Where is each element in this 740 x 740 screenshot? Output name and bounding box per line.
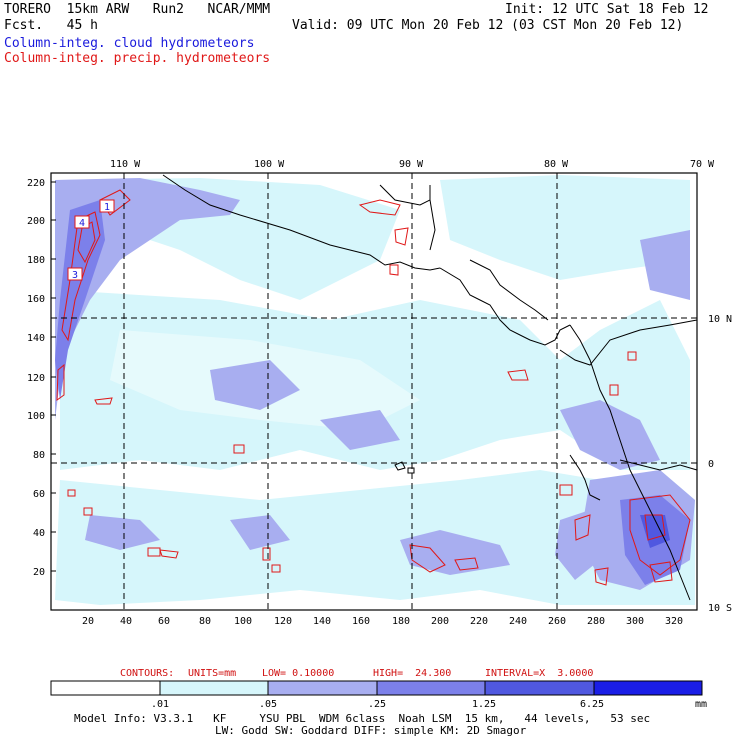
grid-x-260: 260: [548, 616, 567, 627]
model-info: Model Info: V3.3.1 KF YSU PBL WDM 6class…: [74, 712, 651, 725]
contours-interval: INTERVAL=X 3.0000: [485, 668, 594, 679]
colorbar-tick-25: .25: [368, 699, 387, 710]
grid-y-20: 20: [33, 567, 46, 578]
max-value-labels: 1 4 3: [72, 202, 110, 281]
legend-precip: Column-integ. precip. hydrometeors: [4, 51, 271, 66]
precip-contours: [56, 189, 691, 586]
cloud-field: [55, 175, 695, 605]
svg-text:4: 4: [79, 218, 85, 229]
grid-x-200: 200: [431, 616, 450, 627]
svg-text:1: 1: [104, 202, 110, 213]
grid-x-320: 320: [665, 616, 684, 627]
grid-x-220: 220: [470, 616, 489, 627]
colorbar-tick-01: .01: [151, 699, 170, 710]
grid-y-140: 140: [27, 333, 46, 344]
colorbar-tick-625: 6.25: [580, 699, 605, 710]
contours-high: HIGH= 24.300: [373, 668, 452, 679]
lat-label-0: 0: [708, 459, 715, 470]
colorbar: [50, 680, 703, 696]
grid-x-140: 140: [313, 616, 332, 627]
grid-x-40: 40: [120, 616, 133, 627]
contours-label: CONTOURS:: [120, 668, 175, 679]
grid-x-240: 240: [509, 616, 528, 627]
lon-label-80w: 80 W: [544, 159, 569, 170]
init-time: Init: 12 UTC Sat 18 Feb 12: [505, 2, 709, 17]
valid-time: Valid: 09 UTC Mon 20 Feb 12 (03 CST Mon …: [292, 18, 684, 33]
grid-y-160: 160: [27, 294, 46, 305]
grid-x-60: 60: [158, 616, 171, 627]
grid-y-100: 100: [27, 411, 46, 422]
grid-x-120: 120: [274, 616, 293, 627]
colorbar-tick-05: .05: [259, 699, 278, 710]
grid-x-180: 180: [392, 616, 411, 627]
coastlines: [162, 174, 698, 601]
axis-ticks: [51, 181, 56, 572]
colorbar-unit: mm: [695, 699, 708, 710]
colorbar-tick-125: 1.25: [472, 699, 497, 710]
max-value-boxes: [67, 199, 115, 281]
grid-y-120: 120: [27, 373, 46, 384]
grid-y-200: 200: [27, 216, 46, 227]
grid-y-40: 40: [33, 528, 46, 539]
contours-units: UNITS=mm: [188, 668, 237, 679]
grid-x-100: 100: [234, 616, 253, 627]
lat-lon-grid: [51, 173, 697, 610]
grid-x-280: 280: [587, 616, 606, 627]
grid-x-160: 160: [352, 616, 371, 627]
forecast-hour: Fcst. 45 h: [4, 18, 98, 33]
grid-y-60: 60: [33, 489, 46, 500]
physics-info: LW: Godd SW: Goddard DIFF: simple KM: 2D…: [215, 724, 527, 737]
lon-label-100w: 100 W: [254, 159, 285, 170]
map-frame: [50, 172, 698, 611]
grid-y-180: 180: [27, 255, 46, 266]
svg-text:3: 3: [72, 270, 78, 281]
lon-label-90w: 90 W: [399, 159, 424, 170]
grid-x-80: 80: [199, 616, 212, 627]
lat-label-10s: 10 S: [708, 603, 733, 614]
lat-label-10n: 10 N: [708, 314, 733, 325]
grid-y-220: 220: [27, 178, 46, 189]
legend-cloud: Column-integ. cloud hydrometeors: [4, 36, 255, 51]
lon-label-70w: 70 W: [690, 159, 715, 170]
contours-low: LOW= 0.10000: [262, 668, 335, 679]
lon-label-110w: 110 W: [110, 159, 141, 170]
model-title: TORERO 15km ARW Run2 NCAR/MMM: [4, 2, 271, 17]
grid-x-300: 300: [626, 616, 645, 627]
grid-x-20: 20: [82, 616, 95, 627]
grid-y-80: 80: [33, 450, 46, 461]
